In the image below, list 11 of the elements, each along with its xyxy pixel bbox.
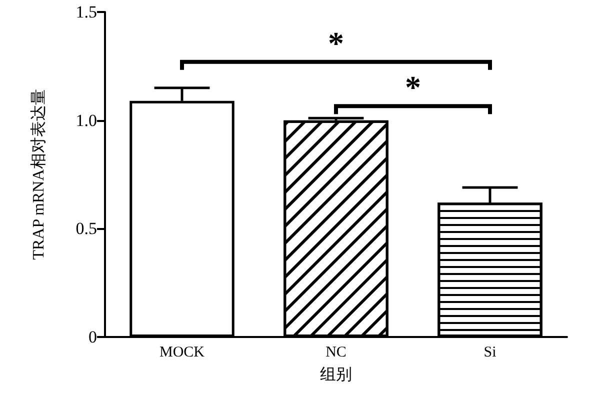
x-tick-label: Si (484, 344, 496, 360)
annotation: * (405, 69, 421, 106)
x-axis-title: 组别 (320, 366, 352, 384)
y-tick-label: 0.5 (76, 219, 97, 238)
y-tick-label: 1.5 (76, 2, 97, 22)
y-tick-label: 1.0 (76, 110, 97, 130)
y-axis-title: TRAP mRNA相对表达量 (30, 89, 48, 260)
x-tick-label: NC (326, 344, 346, 360)
annotation: * (328, 24, 344, 61)
y-tick-label: 0 (88, 328, 97, 346)
x-tick-label: MOCK (159, 344, 205, 360)
